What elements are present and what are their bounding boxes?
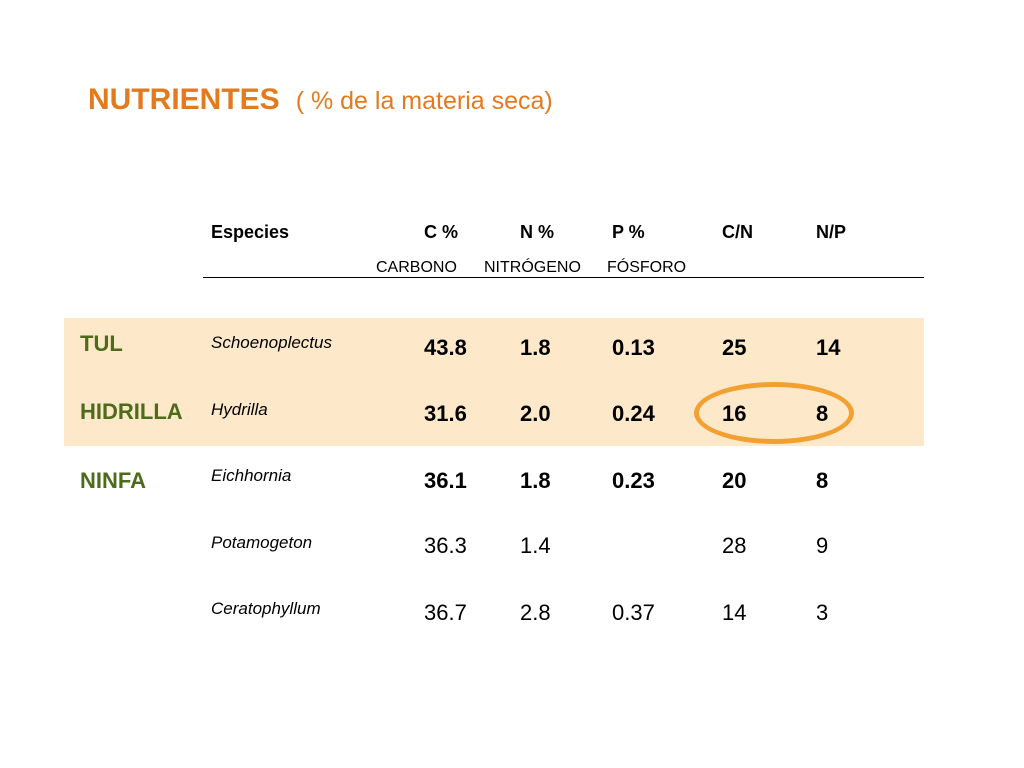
header-p: P % — [612, 222, 645, 242]
value-np: 14 — [816, 335, 841, 360]
species-cell: Potamogeton — [211, 533, 313, 552]
value-n: 1.8 — [520, 335, 551, 360]
slide-title: NUTRIENTES ( % de la materia seca) — [88, 78, 553, 122]
title-subtitle: ( % de la materia seca) — [295, 87, 553, 115]
value-cn: 25 — [722, 335, 747, 360]
header-np: N/P — [816, 222, 847, 242]
value-n: 1.4 — [520, 533, 551, 558]
species-cell: Eichhornia — [211, 466, 292, 485]
value-cn: 20 — [722, 468, 747, 493]
value-n: 2.8 — [520, 600, 551, 625]
header-c: C % — [424, 222, 459, 242]
value-n: 1.8 — [520, 468, 551, 493]
header-cn: C/N — [722, 222, 753, 242]
value-c: 36.1 — [424, 468, 467, 493]
row-label-ninfa: NINFA — [80, 468, 146, 493]
sublabel-carbono: CARBONO — [376, 259, 457, 276]
value-c: 31.6 — [424, 401, 467, 426]
row-label-tul: TUL — [80, 331, 123, 356]
value-c: 36.3 — [424, 533, 467, 558]
species-cell: Ceratophyllum — [211, 599, 321, 618]
species-cell: Schoenoplectus — [211, 333, 332, 352]
value-p: 0.37 — [612, 600, 655, 625]
value-c: 36.7 — [424, 600, 467, 625]
value-c: 43.8 — [424, 335, 467, 360]
value-cn: 28 — [722, 533, 747, 558]
title-main: NUTRIENTES — [88, 83, 280, 116]
species-cell: Hydrilla — [211, 400, 268, 419]
sublabel-fosforo: FÓSFORO — [607, 259, 687, 276]
value-p: 0.13 — [612, 335, 655, 360]
value-np: 8 — [816, 468, 829, 493]
header-n: N % — [520, 222, 555, 242]
value-p: 0.24 — [612, 401, 655, 426]
value-n: 2.0 — [520, 401, 551, 426]
value-np: 9 — [816, 533, 829, 558]
value-p: 0.23 — [612, 468, 655, 493]
header-species: Especies — [211, 222, 290, 242]
row-label-hidrilla: HIDRILLA — [80, 399, 183, 424]
value-np: 3 — [816, 600, 829, 625]
header-divider — [203, 277, 924, 278]
sublabel-nitrogeno: NITRÓGENO — [484, 259, 581, 276]
value-cn: 14 — [722, 600, 747, 625]
highlight-circle — [694, 382, 854, 444]
